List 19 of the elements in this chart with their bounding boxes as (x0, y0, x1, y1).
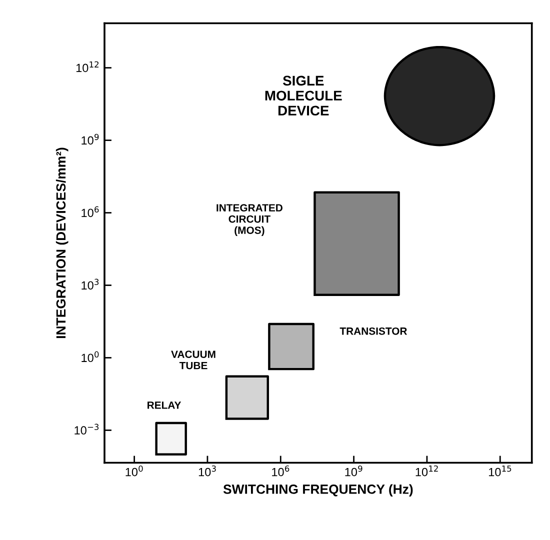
annotation: VACUUM TUBE (171, 350, 216, 370)
annotation: INTEGRATED CIRCUIT (MOS) (216, 204, 282, 236)
x-tick-label: 10$^{0}$ (126, 465, 143, 476)
x-tick-label: 10$^{6}$ (272, 465, 290, 476)
y-tick-label: 10$^{9}$ (82, 134, 99, 145)
y-tick-label: 10$^{3}$ (82, 278, 99, 290)
x-axis-title: SWITCHING FREQUENCY (Hz) (223, 484, 413, 496)
x-tick-label: 10$^{15}$ (488, 466, 512, 476)
y-tick-label: 10$^{12}$ (76, 61, 98, 72)
annotation: RELAY (148, 402, 182, 409)
y-tick-label: 10$^{−3}$ (74, 424, 99, 435)
annotation: TRANSISTOR (340, 327, 408, 335)
y-tick-label: 10$^{0}$ (82, 351, 99, 362)
y-axis-title: INTEGRATION (DEVICES/mm²) (56, 148, 68, 338)
x-tick-label: 10$^{9}$ (345, 465, 362, 476)
y-tick-label: 10$^{6}$ (82, 206, 99, 218)
annotation: SIGLE MOLECULE DEVICE (265, 76, 342, 116)
x-tick-label: 10$^{3}$ (198, 465, 216, 476)
x-tick-label: 10$^{12}$ (416, 465, 438, 476)
